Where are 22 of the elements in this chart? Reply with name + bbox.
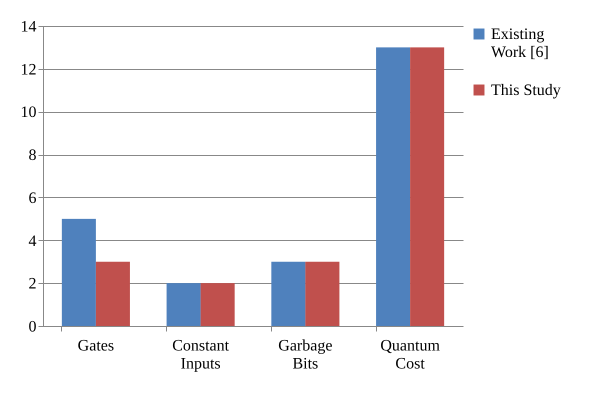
bar bbox=[96, 262, 130, 326]
y-tick-label: 0 bbox=[28, 318, 36, 336]
y-tick-label: 4 bbox=[28, 232, 36, 250]
x-tick-label: Garbage Bits bbox=[278, 338, 332, 372]
bar bbox=[376, 47, 410, 326]
legend-label: This Study bbox=[491, 82, 561, 99]
bar bbox=[410, 47, 444, 326]
y-tick-label: 6 bbox=[28, 190, 36, 207]
legend-label: Existing Work [6] bbox=[491, 26, 549, 61]
y-tick-label: 14 bbox=[20, 18, 36, 36]
x-tick-label: Gates bbox=[78, 338, 114, 354]
bar bbox=[166, 283, 201, 326]
bar bbox=[271, 262, 306, 326]
y-tick-label: 12 bbox=[20, 61, 36, 78]
y-tick-label: 2 bbox=[28, 276, 36, 293]
y-tick-label: 8 bbox=[28, 147, 36, 164]
x-tick-label: Constant Inputs bbox=[172, 338, 230, 372]
bar bbox=[305, 262, 340, 326]
bar bbox=[200, 283, 235, 326]
x-tick-label: Quantum Cost bbox=[380, 338, 440, 372]
y-tick-label: 10 bbox=[20, 104, 36, 122]
bar bbox=[62, 218, 96, 326]
